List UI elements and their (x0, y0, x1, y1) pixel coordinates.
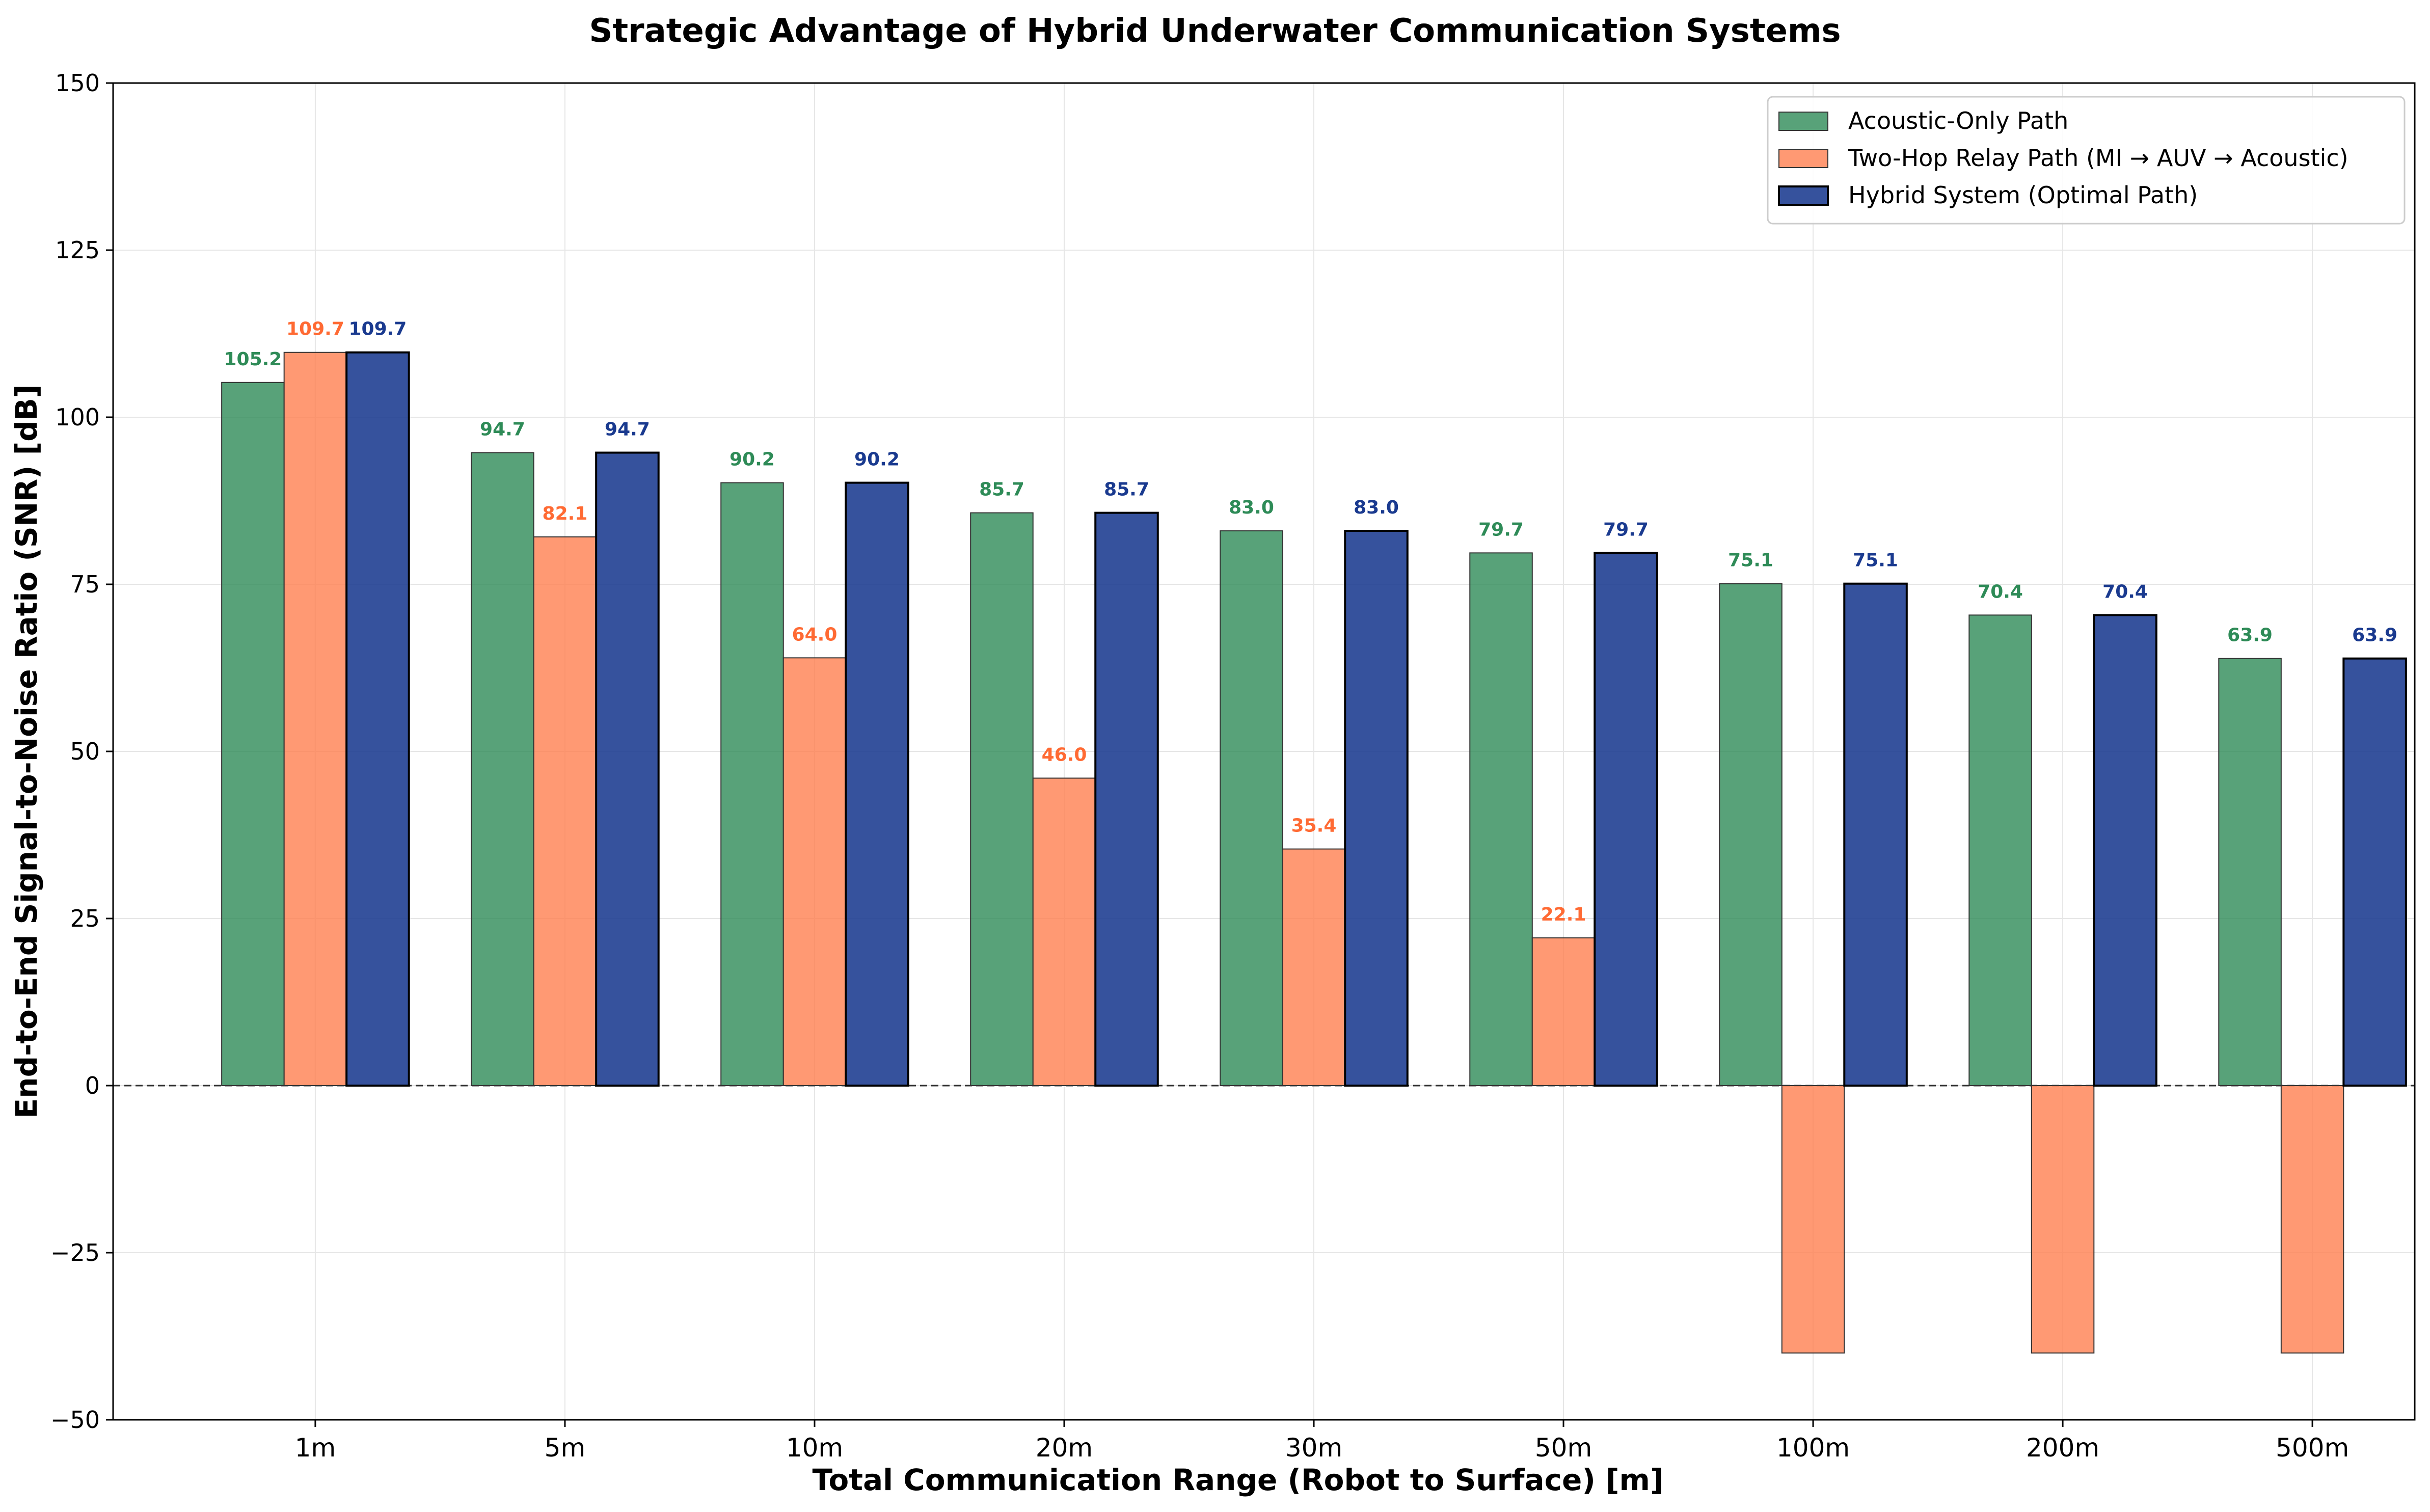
data-label: 83.0 (1354, 497, 1399, 518)
bar-acoustic (1968, 614, 2032, 1087)
bar-hybrid (1344, 530, 1409, 1087)
data-label: 79.7 (1603, 519, 1649, 540)
data-label: 75.1 (1728, 550, 1773, 571)
data-label: 109.7 (348, 319, 407, 340)
bar-acoustic (970, 512, 1034, 1087)
data-label: 22.1 (1541, 904, 1586, 925)
data-label: 105.2 (224, 349, 282, 370)
data-label: 35.4 (1291, 816, 1337, 836)
bar-acoustic (1719, 583, 1783, 1086)
y-tick-label: −50 (50, 1406, 100, 1434)
x-tick-label: 1m (295, 1433, 336, 1463)
bar-relay (1531, 937, 1596, 1086)
x-tick-label: 500m (2276, 1433, 2349, 1463)
bar-hybrid (595, 451, 660, 1087)
data-label: 94.7 (480, 419, 525, 440)
x-tick-label: 50m (1535, 1433, 1592, 1463)
data-label: 90.2 (854, 449, 900, 470)
data-label: 75.1 (1853, 550, 1898, 571)
data-label: 70.4 (2102, 581, 2148, 602)
x-axis-label: Total Communication Range (Robot to Surf… (813, 1463, 1664, 1497)
data-label: 109.7 (286, 319, 344, 340)
y-tick-label: 75 (70, 571, 100, 598)
y-tick-label: 25 (70, 905, 100, 932)
bar-relay (283, 352, 347, 1087)
x-axis-ticks: 1m 5m 10m 20m 30m 50m 100m 200m 500m (295, 1420, 2349, 1463)
x-tick-label: 30m (1285, 1433, 1342, 1463)
bar-relay (533, 536, 597, 1086)
bar-acoustic (221, 382, 285, 1086)
legend-swatch (1778, 185, 1829, 206)
bar-hybrid (345, 351, 410, 1087)
bars (221, 351, 2407, 1354)
data-label: 64.0 (792, 624, 838, 645)
data-label: 85.7 (1104, 479, 1149, 500)
bar-acoustic (720, 482, 784, 1086)
bar-hybrid (1594, 552, 1658, 1087)
bar-relay (782, 657, 847, 1086)
legend-label: Hybrid System (Optimal Path) (1848, 181, 2198, 209)
y-tick-label: −25 (50, 1239, 100, 1266)
bar-acoustic (1469, 552, 1533, 1086)
y-axis-label: End-to-End Signal-to-Noise Ratio (SNR) [… (9, 385, 44, 1119)
x-tick-label: 10m (786, 1433, 843, 1463)
x-tick-label: 20m (1036, 1433, 1093, 1463)
bar-hybrid (845, 481, 909, 1087)
data-label: 90.2 (730, 449, 775, 470)
legend-swatch (1778, 112, 1828, 131)
bar-relay (2031, 1085, 2095, 1354)
data-label: 46.0 (1042, 744, 1087, 765)
x-tick-label: 200m (2026, 1433, 2099, 1463)
y-tick-label: 125 (55, 236, 100, 264)
bar-relay (1032, 777, 1096, 1086)
data-label: 85.7 (979, 479, 1024, 500)
data-label: 70.4 (1978, 581, 2023, 602)
data-label: 79.7 (1478, 519, 1524, 540)
bar-hybrid (1094, 511, 1159, 1087)
data-label: 82.1 (543, 503, 588, 524)
bar-acoustic (1220, 530, 1283, 1086)
data-labels: 105.2 94.7 90.2 85.7 83.0 79.7 75.1 70.4 63.9 109… (224, 319, 2397, 925)
y-tick-label: 150 (55, 69, 100, 97)
bar-relay (1282, 848, 1346, 1086)
y-tick-label: 100 (55, 403, 100, 431)
data-label: 63.9 (2352, 625, 2397, 646)
x-tick-label: 5m (545, 1433, 586, 1463)
data-label: 94.7 (605, 419, 650, 440)
bar-relay (2280, 1085, 2344, 1354)
bar-hybrid (2342, 657, 2407, 1087)
bar-relay (1781, 1085, 1845, 1354)
legend-box (1767, 96, 2406, 225)
bar-acoustic (2218, 658, 2282, 1086)
data-label: 63.9 (2227, 625, 2273, 646)
data-label: 83.0 (1229, 497, 1274, 518)
y-axis-ticks: −50 −25 0 25 50 75 100 125 150 (50, 69, 113, 1434)
bar-hybrid (2093, 614, 2157, 1087)
legend-label: Two-Hop Relay Path (MI → AUV → Acoustic) (1848, 144, 2348, 172)
x-tick-label: 100m (1776, 1433, 1850, 1463)
y-tick-label: 0 (85, 1072, 100, 1099)
y-tick-label: 50 (70, 738, 100, 765)
bar-acoustic (471, 452, 534, 1086)
bar-hybrid (1843, 582, 1908, 1087)
legend-swatch (1778, 149, 1828, 168)
legend-label: Acoustic-Only Path (1848, 107, 2068, 134)
legend: Acoustic-Only Path Two-Hop Relay Path (MI… (1767, 96, 2406, 225)
chart-title: Strategic Advantage of Hybrid Underwater… (589, 12, 1841, 50)
